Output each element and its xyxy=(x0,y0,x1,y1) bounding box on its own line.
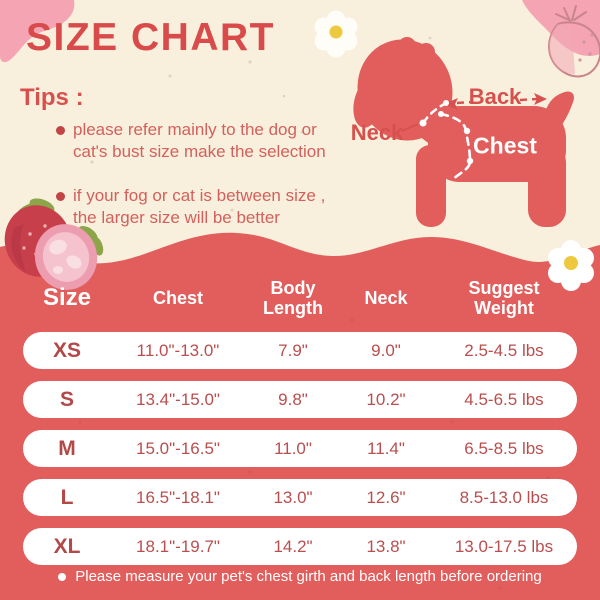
table-row: XL 18.1"-19.7" 14.2" 13.8" 13.0-17.5 lbs xyxy=(23,528,577,565)
header-neck: Neck xyxy=(364,288,408,308)
strawberry-outline-icon xyxy=(548,5,600,78)
pink-blob xyxy=(0,0,75,63)
cell-chest: 16.5"-18.1" xyxy=(136,487,220,507)
table-row: S 13.4"-15.0" 9.8" 10.2" 4.5-6.5 lbs xyxy=(23,381,577,418)
cell-weight: 13.0-17.5 lbs xyxy=(454,536,554,556)
cell-size: XS xyxy=(52,338,81,362)
speckle-dots xyxy=(68,300,550,590)
measure-dot xyxy=(438,111,444,117)
measure-dot xyxy=(443,100,449,106)
arrow-right-icon xyxy=(534,93,547,105)
cut-strawberry-icon xyxy=(34,224,104,290)
header-suggest-weight: Suggest Weight xyxy=(468,278,540,318)
tips-section: Tips : please refer mainly to the dog or… xyxy=(20,84,340,251)
table-row: XS 11.0"-13.0" 7.9" 9.0" 2.5-4.5 lbs xyxy=(23,332,577,369)
flower-icon xyxy=(548,240,594,291)
header-body-length: Body Length xyxy=(263,278,323,318)
table-row: M 15.0"-16.5" 11.0" 11.4" 6.5-8.5 lbs xyxy=(23,430,577,467)
measure-dot xyxy=(419,119,427,127)
cell-body-length: 13.0" xyxy=(273,487,313,507)
cell-neck: 13.8" xyxy=(366,536,406,556)
cell-body-length: 11.0" xyxy=(274,438,312,458)
tip-text: please refer mainly to the dog or cat's … xyxy=(73,120,326,161)
arrow-left-icon xyxy=(444,98,458,110)
cell-body-length: 14.2" xyxy=(273,536,313,556)
tips-heading: Tips : xyxy=(20,84,84,111)
size-table-header: Size Chest Body Length Neck Suggest Weig… xyxy=(23,269,577,327)
measure-dot xyxy=(466,157,474,165)
cell-neck: 11.4" xyxy=(367,438,405,458)
chest-label: Chest xyxy=(473,132,537,159)
cell-neck: 10.2" xyxy=(366,389,406,409)
header-size: Size xyxy=(42,284,92,311)
chest-measure-line xyxy=(439,112,472,182)
bullet-icon xyxy=(56,192,65,201)
tip-item: if your fog or cat is between size , the… xyxy=(56,185,340,229)
bullet-icon xyxy=(58,572,67,581)
page-title: SIZE CHART xyxy=(26,16,275,59)
cell-neck: 12.6" xyxy=(366,487,406,507)
dog-icon xyxy=(353,37,575,227)
footer-note: Please measure your pet's chest girth an… xyxy=(0,568,600,585)
cell-size: L xyxy=(60,485,74,509)
table-row: L 16.5"-18.1" 13.0" 12.6" 8.5-13.0 lbs xyxy=(23,479,577,516)
cell-weight: 2.5-4.5 lbs xyxy=(464,340,544,360)
neck-label: Neck xyxy=(350,120,404,145)
cell-body-length: 7.9" xyxy=(278,340,308,360)
neck-pointer-line xyxy=(401,123,419,132)
cell-weight: 8.5-13.0 lbs xyxy=(459,487,549,507)
cell-chest: 13.4"-15.0" xyxy=(136,389,220,409)
cell-neck: 9.0" xyxy=(371,340,401,360)
cell-size: M xyxy=(58,436,76,460)
back-measure-line xyxy=(456,97,538,105)
measure-dot xyxy=(463,127,471,135)
cell-size: S xyxy=(59,387,74,411)
cell-chest: 11.0"-13.0" xyxy=(136,340,220,360)
flower-icon xyxy=(314,10,358,58)
cell-size: XL xyxy=(53,534,81,558)
footer-note-text: Please measure your pet's chest girth an… xyxy=(75,568,542,585)
bullet-icon xyxy=(56,126,65,135)
tip-text: if your fog or cat is between size , the… xyxy=(73,186,326,227)
cell-chest: 15.0"-16.5" xyxy=(136,438,220,458)
tip-item: please refer mainly to the dog or cat's … xyxy=(56,119,340,163)
header-chest: Chest xyxy=(152,288,203,308)
cell-weight: 4.5-6.5 lbs xyxy=(464,389,544,409)
cell-body-length: 9.8" xyxy=(278,389,308,409)
cell-chest: 18.1"-19.7" xyxy=(136,536,220,556)
back-label: Back xyxy=(468,84,522,109)
cell-weight: 6.5-8.5 lbs xyxy=(464,438,544,458)
